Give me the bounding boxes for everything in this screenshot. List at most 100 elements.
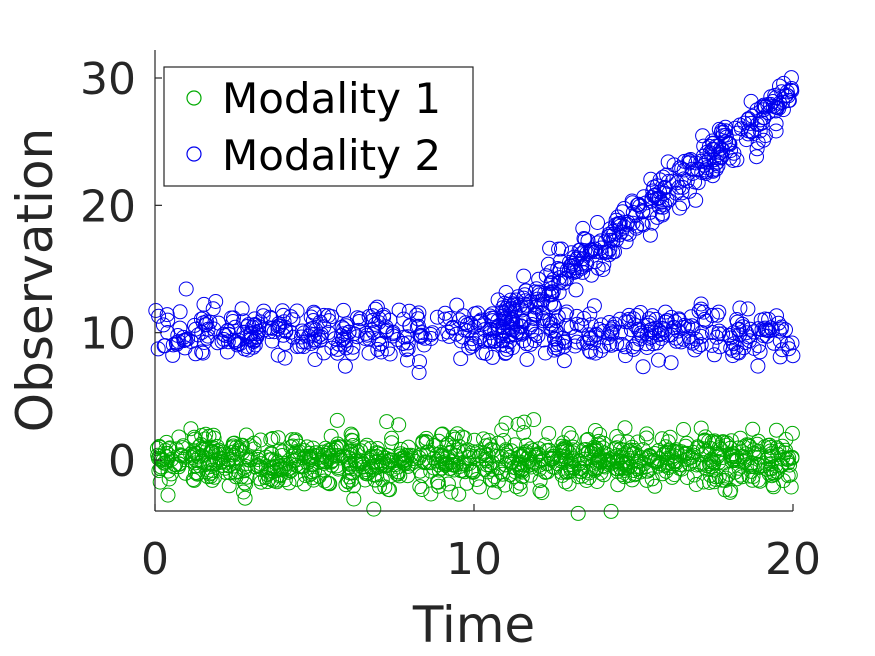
data-point-modality-2: [761, 311, 777, 327]
data-point-modality-1: [332, 450, 348, 466]
data-point-modality-2: [727, 120, 743, 136]
data-point-modality-2: [783, 82, 799, 98]
data-point-modality-1: [469, 444, 485, 460]
data-point-modality-2: [485, 349, 500, 365]
data-point-modality-1: [678, 438, 694, 454]
data-point-modality-2: [671, 312, 687, 328]
data-point-modality-1: [269, 474, 285, 490]
data-point-modality-1: [664, 469, 680, 485]
data-point-modality-2: [359, 327, 375, 343]
data-point-modality-2: [416, 337, 432, 353]
data-point-modality-2: [338, 332, 354, 348]
data-point-modality-2: [666, 320, 682, 336]
data-point-modality-1: [510, 416, 526, 432]
data-point-modality-1: [745, 421, 761, 437]
data-point-modality-2: [157, 338, 173, 354]
data-point-modality-1: [566, 453, 582, 469]
data-point-modality-1: [301, 467, 317, 483]
data-point-modality-1: [775, 450, 791, 465]
data-point-modality-2: [423, 327, 439, 342]
data-point-modality-2: [336, 321, 352, 337]
data-point-modality-1: [561, 425, 577, 441]
data-point-modality-2: [679, 173, 695, 189]
data-point-modality-2: [518, 283, 534, 299]
data-point-modality-2: [631, 196, 647, 212]
data-point-modality-2: [270, 347, 286, 363]
data-point-modality-2: [556, 353, 572, 369]
data-point-modality-2: [277, 350, 293, 366]
x-axis-label: Time: [412, 596, 535, 654]
data-point-modality-2: [285, 312, 301, 328]
data-point-modality-2: [582, 343, 598, 359]
data-point-modality-1: [534, 485, 550, 501]
data-point-modality-1: [701, 456, 717, 472]
data-point-modality-2: [482, 321, 498, 337]
data-point-modality-2: [515, 313, 531, 329]
data-point-modality-1: [209, 438, 225, 454]
data-point-modality-2: [591, 321, 607, 337]
data-point-modality-2: [635, 217, 651, 233]
data-point-modality-1: [612, 460, 628, 476]
data-point-modality-2: [694, 165, 710, 180]
data-point-modality-1: [480, 447, 496, 463]
data-point-modality-2: [220, 334, 236, 350]
data-point-modality-1: [563, 430, 579, 446]
data-point-modality-2: [289, 303, 305, 319]
data-point-modality-1: [265, 431, 281, 446]
data-point-modality-2: [516, 314, 532, 330]
data-point-modality-2: [196, 335, 212, 350]
data-point-modality-2: [725, 153, 741, 168]
data-point-modality-2: [337, 358, 353, 374]
data-point-modality-2: [663, 309, 679, 325]
data-point-modality-2: [172, 304, 188, 320]
data-point-modality-1: [617, 469, 632, 485]
data-point-modality-1: [484, 472, 500, 488]
data-point-modality-1: [346, 491, 362, 507]
data-point-modality-2: [567, 338, 583, 354]
legend: Modality 1 Modality 2: [163, 66, 474, 187]
data-point-modality-2: [401, 303, 417, 319]
data-point-modality-1: [296, 476, 312, 492]
data-point-modality-2: [693, 296, 709, 312]
data-point-modality-1: [369, 449, 385, 465]
data-point-modality-2: [655, 169, 671, 185]
data-point-modality-2: [605, 244, 621, 260]
data-point-modality-1: [288, 433, 304, 449]
data-point-modality-2: [593, 244, 609, 260]
data-point-modality-2: [610, 209, 626, 225]
data-point-modality-2: [712, 339, 728, 355]
data-point-modality-2: [409, 319, 425, 335]
data-point-modality-1: [507, 464, 523, 480]
data-point-modality-2: [659, 167, 675, 183]
data-point-modality-2: [737, 115, 752, 131]
data-point-modality-1: [692, 457, 708, 472]
data-point-modality-1: [591, 433, 607, 449]
data-point-modality-2: [194, 344, 210, 360]
data-point-modality-2: [596, 257, 612, 272]
data-point-modality-2: [746, 341, 762, 356]
data-point-modality-1: [185, 472, 201, 487]
data-point-modality-2: [771, 315, 786, 331]
data-point-modality-2: [275, 303, 290, 319]
x-tick-label: 10: [446, 534, 502, 585]
data-point-modality-1: [563, 460, 579, 476]
data-point-modality-2: [551, 285, 567, 301]
data-point-modality-1: [760, 438, 776, 453]
data-point-modality-2: [652, 184, 668, 200]
data-point-modality-1: [364, 462, 380, 478]
data-point-modality-2: [735, 319, 751, 335]
data-point-modality-1: [688, 477, 704, 492]
data-point-modality-2: [361, 345, 377, 361]
data-point-modality-1: [428, 453, 444, 469]
data-point-modality-2: [551, 241, 567, 257]
data-point-modality-2: [621, 311, 637, 327]
data-point-modality-1: [319, 451, 335, 467]
data-point-modality-1: [283, 439, 299, 455]
data-point-modality-2: [239, 319, 255, 334]
data-point-modality-1: [204, 472, 220, 488]
data-point-modality-2: [303, 326, 319, 342]
data-point-modality-1: [411, 450, 427, 466]
data-point-modality-1: [345, 438, 361, 453]
data-point-modality-1: [766, 466, 782, 482]
data-point-modality-2: [365, 308, 381, 324]
